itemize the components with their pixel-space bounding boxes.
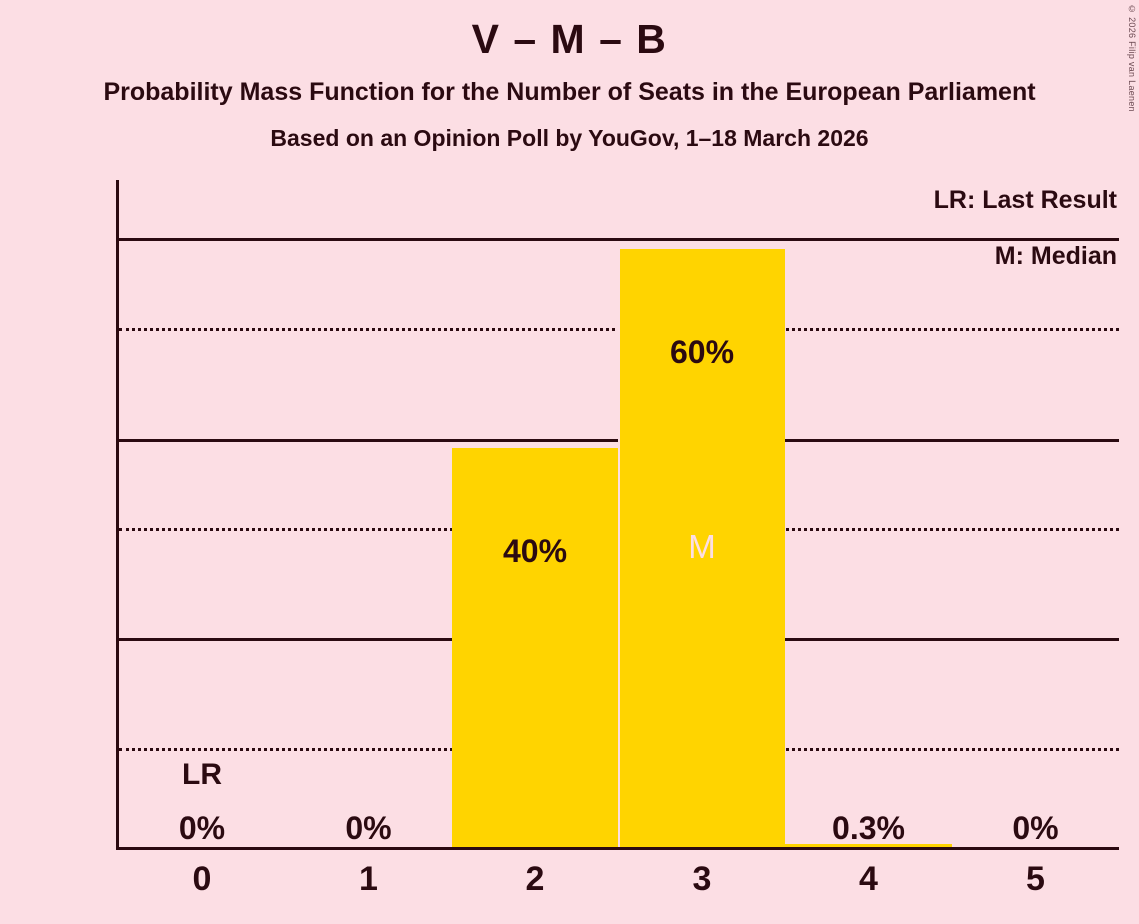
bar-value-label-3: 60% (669, 334, 735, 370)
chart-plot-area: 60% 40% 20% 0% 0% 40% 60% 0.3% 0% LR M 0… (116, 180, 1119, 898)
bar-value-label-4: 0.3% (832, 810, 905, 846)
chart-subtitle-secondary: Based on an Opinion Poll by YouGov, 1–18… (270, 125, 869, 152)
x-axis-line (116, 847, 1119, 850)
x-tick-label-5: 5 (1026, 860, 1045, 898)
bar-value-label-1: 0% (345, 810, 392, 846)
x-tick-label-0: 0 (192, 860, 212, 898)
bar-value-label-2: 40% (502, 533, 568, 569)
chart-subtitle-primary: Probability Mass Function for the Number… (103, 78, 1036, 107)
x-tick-label-3: 3 (692, 860, 712, 898)
last-result-marker: LR (182, 758, 222, 791)
chart-header: V – M – B Probability Mass Function for … (0, 0, 1139, 150)
bar-separator (618, 249, 620, 847)
median-marker: M (688, 528, 716, 565)
page-title: V – M – B (471, 16, 668, 62)
y-axis-line (116, 180, 119, 847)
legend-item-median: M: Median (994, 242, 1117, 270)
bar-value-label-0: 0% (178, 810, 226, 846)
legend-item-last-result: LR: Last Result (933, 186, 1117, 214)
bar-seats-4[interactable] (785, 844, 952, 847)
gridline-60 (119, 238, 1119, 241)
x-tick-label-4: 4 (859, 860, 878, 898)
x-tick-label-2: 2 (525, 860, 545, 898)
x-tick-label-1: 1 (359, 860, 378, 898)
bar-seats-2[interactable] (452, 448, 618, 847)
bar-seats-3[interactable] (619, 249, 785, 847)
copyright-notice: © 2026 Filip van Laenen (1127, 4, 1137, 112)
bar-value-label-5: 0% (1012, 810, 1059, 846)
